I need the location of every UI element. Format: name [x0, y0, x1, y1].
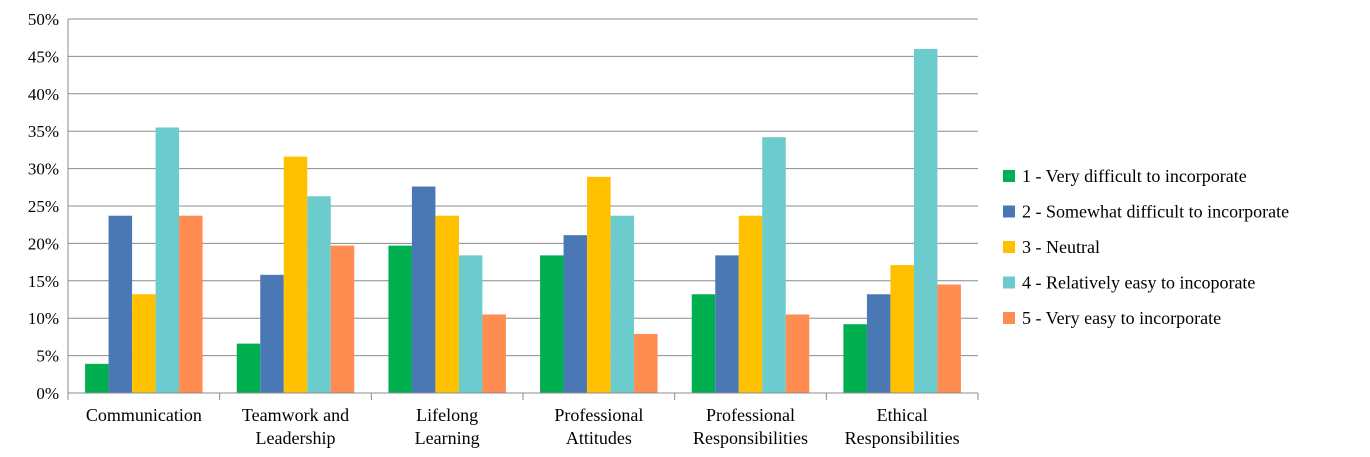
- y-tick-label: 25%: [28, 197, 59, 216]
- bar-series-4-category-4: [610, 215, 635, 393]
- x-category-label: Lifelong Learning: [415, 405, 480, 448]
- bar-series-3-category-6: [890, 265, 914, 393]
- bar-series-5-category-2: [330, 245, 355, 393]
- legend-label: 3 - Neutral: [1022, 237, 1100, 257]
- bar-series-2-category-6: [866, 294, 891, 393]
- legend-label: 5 - Very easy to incorporate: [1022, 308, 1221, 328]
- y-axis-tick-labels: 0% 5% 10% 15% 20% 25% 30% 35% 40% 45% 50%: [28, 10, 59, 403]
- bar-series-2-category-2: [260, 274, 284, 393]
- bar-series-5-category-6: [937, 284, 961, 393]
- bar-series-1-category-1: [85, 363, 109, 393]
- y-tick-label: 50%: [28, 10, 59, 29]
- y-tick-label: 35%: [28, 122, 59, 141]
- bar-series-2-category-4: [563, 235, 588, 393]
- bar-series-5-category-3: [482, 314, 506, 393]
- x-category-label: Professional Attitudes: [554, 405, 643, 448]
- legend-label: 1 - Very difficult to incorporate: [1022, 166, 1247, 186]
- y-tick-label: 5%: [36, 347, 59, 366]
- bar-series-5-category-5: [785, 314, 810, 393]
- bar-series-4-category-1: [155, 127, 180, 394]
- bar-series-4-category-5: [762, 137, 786, 393]
- y-tick-label: 40%: [28, 85, 59, 104]
- bar-series-1-category-6: [843, 324, 867, 393]
- bar-series-1-category-2: [236, 343, 261, 393]
- bar-series-1-category-3: [388, 245, 412, 393]
- bar-series-3-category-4: [587, 176, 611, 393]
- legend-swatch: [1003, 312, 1015, 324]
- gridlines: [68, 18, 978, 357]
- axes: [67, 19, 979, 400]
- legend-swatch: [1003, 170, 1015, 182]
- bars: [85, 48, 961, 394]
- bar-series-1-category-4: [540, 255, 564, 393]
- legend-swatch: [1003, 276, 1015, 289]
- bar-series-2-category-5: [715, 255, 739, 393]
- legend-swatch: [1003, 241, 1015, 253]
- y-tick-label: 15%: [28, 272, 59, 291]
- bar-series-4-category-3: [458, 255, 483, 393]
- bar-series-3-category-2: [283, 156, 308, 393]
- bar-series-2-category-3: [411, 186, 436, 393]
- bar-series-5-category-1: [179, 215, 203, 393]
- x-category-label: Teamwork and Leadership: [242, 405, 349, 448]
- y-tick-label: 10%: [28, 309, 59, 328]
- legend-label: 2 - Somewhat difficult to incorporate: [1022, 202, 1289, 222]
- bar-series-1-category-5: [691, 294, 716, 393]
- legend: 1 - Very difficult to incorporate 2 - Som…: [1003, 166, 1289, 328]
- bar-series-5-category-4: [634, 333, 658, 393]
- y-tick-label: 30%: [28, 160, 59, 179]
- x-category-label: Professional Responsibilities: [693, 405, 808, 448]
- x-category-label: Ethical Responsibilities: [845, 405, 960, 448]
- y-tick-label: 20%: [28, 234, 59, 253]
- legend-swatch: [1003, 205, 1015, 218]
- x-axis-category-labels: Communication Teamwork and Leadership Lifel…: [86, 405, 960, 448]
- bar-series-4-category-2: [307, 196, 331, 393]
- y-tick-label: 0%: [36, 384, 59, 403]
- legend-label: 4 - Relatively easy to incoporate: [1022, 273, 1255, 293]
- x-category-label: Communication: [86, 405, 202, 425]
- y-tick-label: 45%: [28, 47, 59, 66]
- bar-series-3-category-1: [132, 294, 156, 393]
- bar-series-3-category-3: [435, 215, 459, 393]
- bar-series-3-category-5: [738, 215, 763, 393]
- bar-series-4-category-6: [913, 48, 938, 394]
- bar-series-2-category-1: [108, 215, 133, 393]
